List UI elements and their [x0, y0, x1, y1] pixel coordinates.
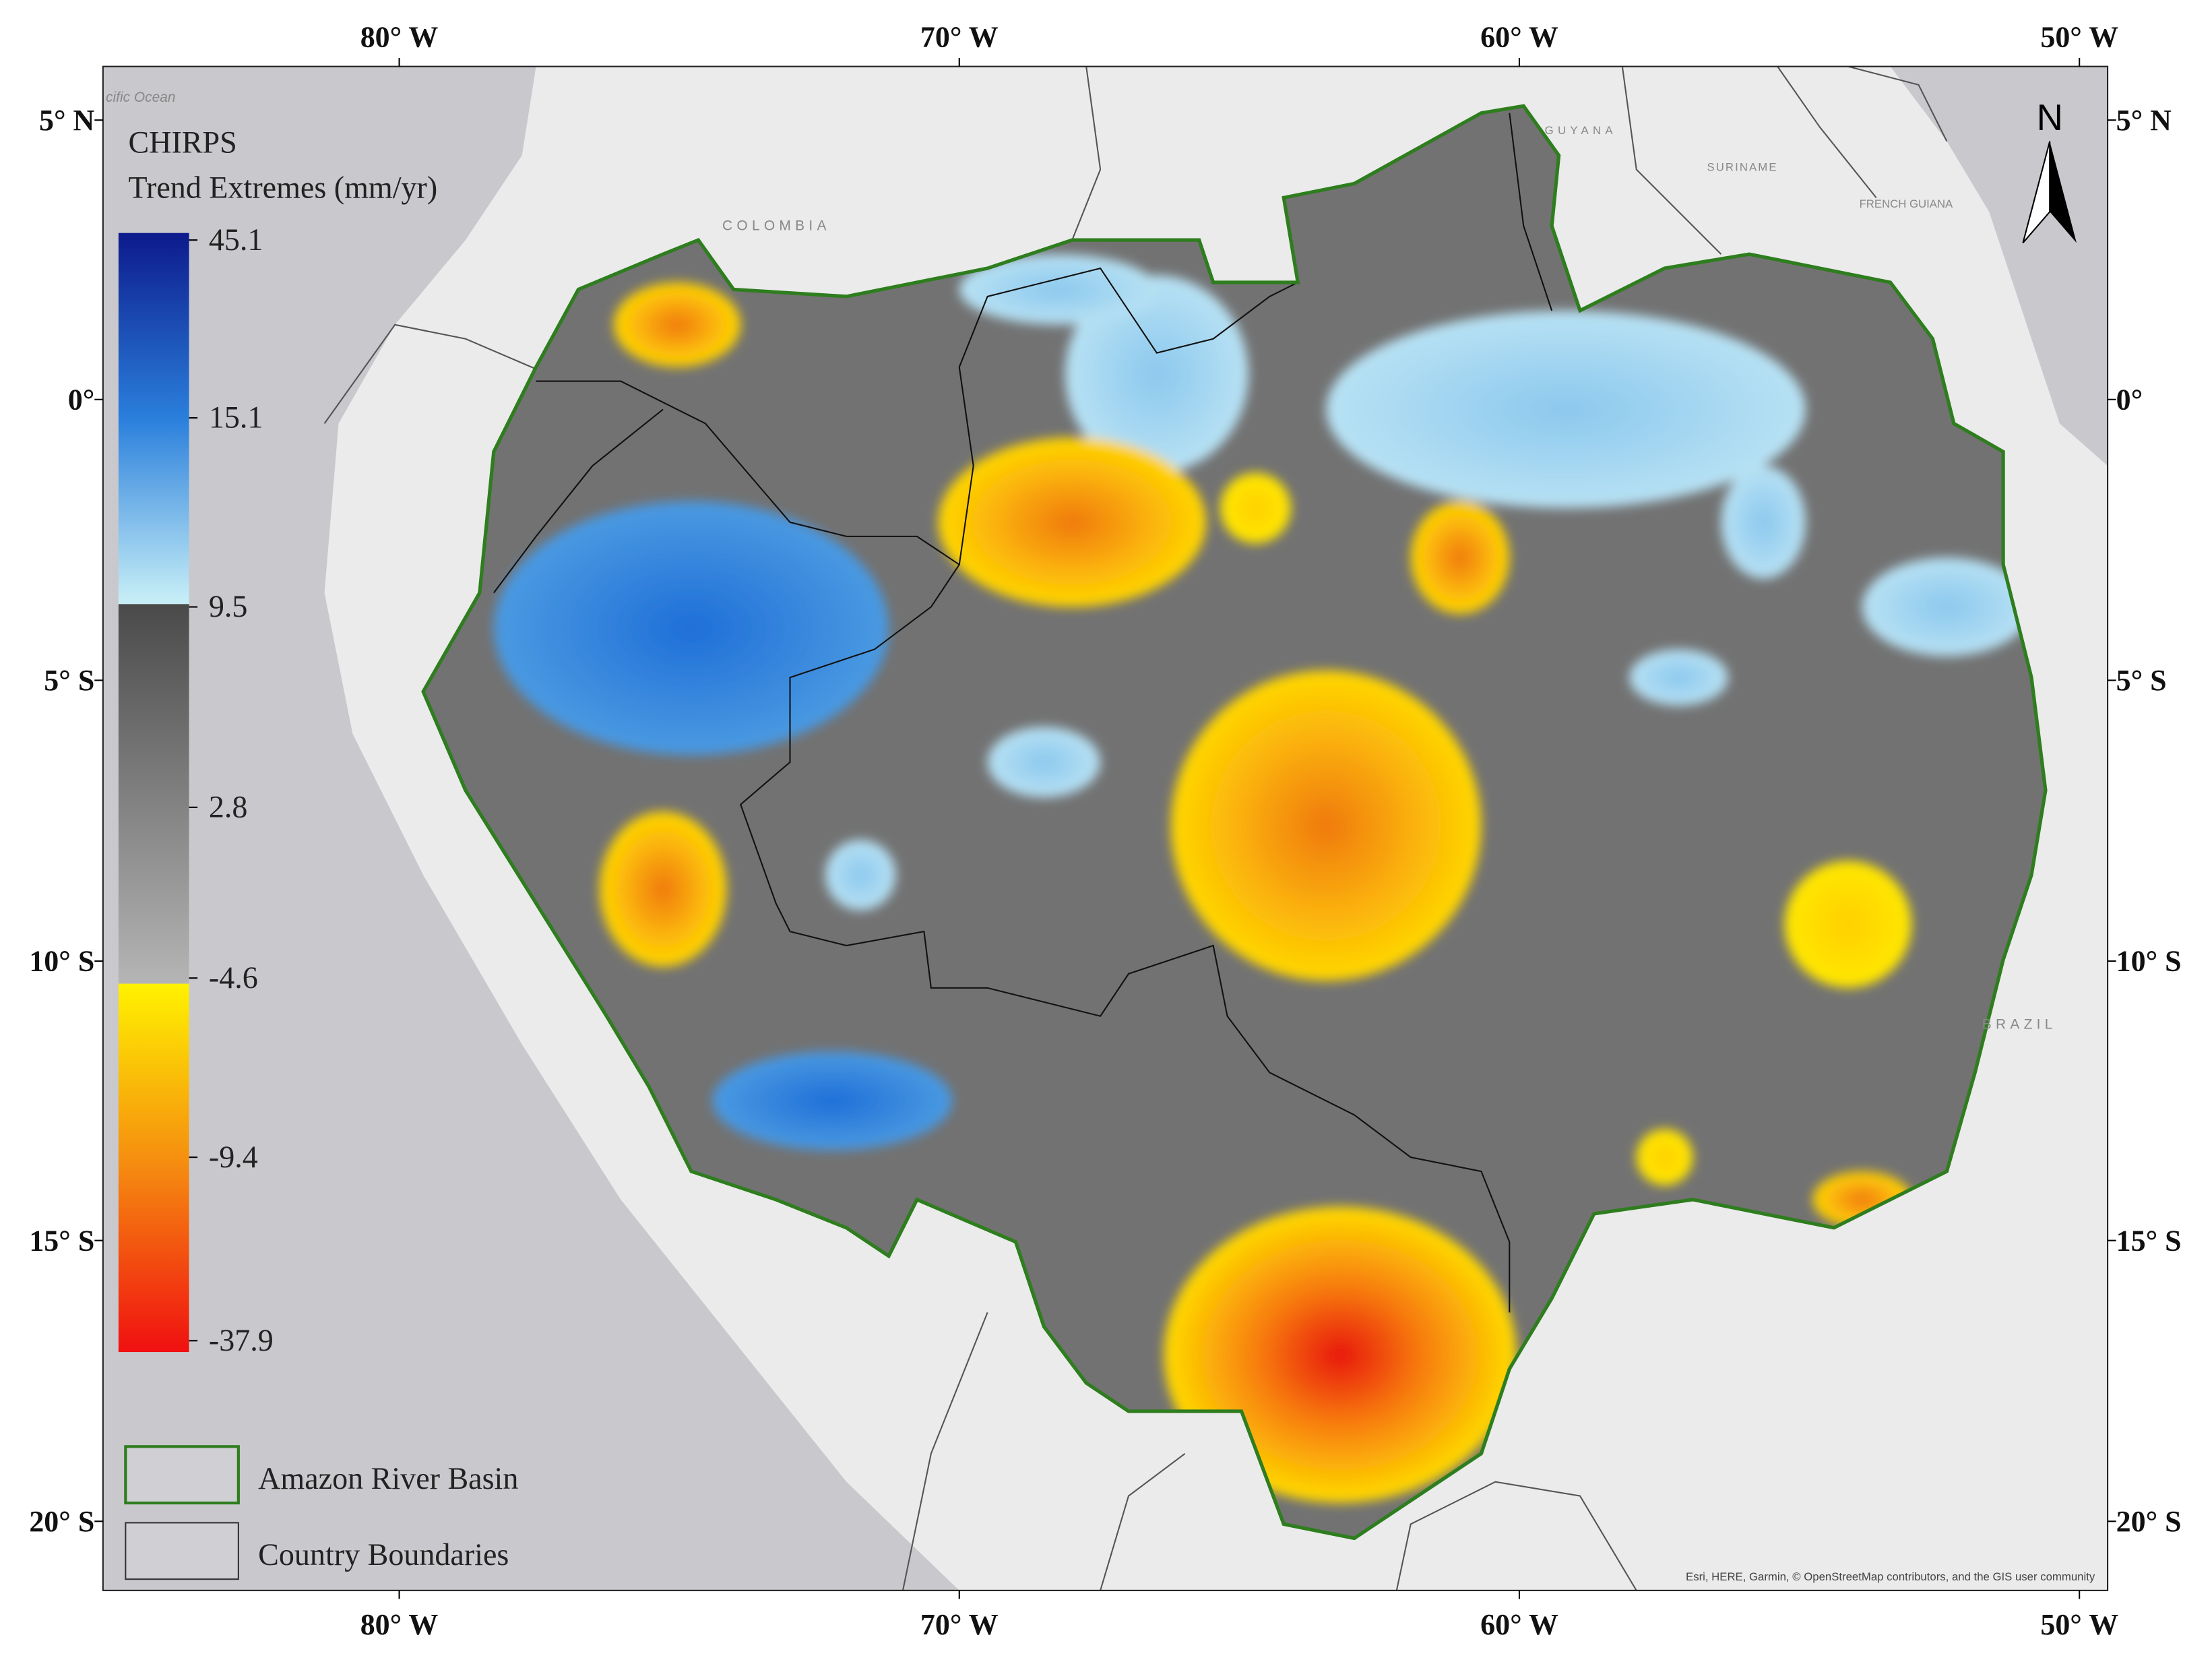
latitude-label: 5° S — [2116, 664, 2167, 697]
legend-swatch — [124, 1445, 240, 1505]
place-label: SURINAME — [1707, 161, 1777, 174]
colorbar-label: 9.5 — [209, 589, 248, 623]
place-label: FRENCH GUIANA — [1860, 197, 1953, 210]
longitude-label: 70° W — [920, 20, 999, 53]
latitude-label: 5° N — [39, 104, 95, 137]
latitude-label: 0° — [68, 383, 95, 416]
latitude-label: 0° — [2116, 383, 2143, 416]
legend-subtitle: Trend Extremes (mm/yr) — [129, 170, 438, 204]
colorbar-label: -37.9 — [209, 1323, 274, 1357]
colorbar-label: 15.1 — [209, 400, 263, 435]
colorbar-label: -4.6 — [209, 960, 258, 995]
north-label: N — [2037, 97, 2063, 138]
longitude-label: 80° W — [360, 20, 439, 53]
colorbar-label: -9.4 — [209, 1140, 258, 1174]
colorbar-label: 45.1 — [209, 222, 263, 257]
attribution: Esri, HERE, Garmin, © OpenStreetMap cont… — [1686, 1570, 2095, 1583]
colorbar-label: 2.8 — [209, 790, 248, 824]
latitude-label: 5° N — [2116, 104, 2172, 137]
latitude-label: 5° S — [44, 664, 94, 697]
place-label: BRAZIL — [1982, 1017, 2057, 1033]
place-label: GUYANA — [1545, 124, 1617, 137]
pacific-ocean — [102, 66, 959, 1591]
legend: CHIRPS Trend Extremes (mm/yr) 45.1 15.1 9.… — [118, 125, 518, 1580]
north-arrow: N — [2022, 97, 2077, 244]
longitude-label: 50° W — [2040, 1608, 2118, 1641]
latitude-label: 10° S — [2116, 945, 2182, 978]
longitude-label: 60° W — [1480, 20, 1558, 53]
longitude-label: 70° W — [920, 1608, 999, 1641]
place-label: cific Ocean — [106, 90, 176, 105]
basin-outline — [421, 104, 2048, 1541]
map-frame — [102, 65, 2109, 1591]
longitude-label: 60° W — [1480, 1608, 1558, 1641]
colorbar-segment — [118, 604, 189, 984]
trend-raster — [493, 254, 2031, 1504]
legend-entry: Amazon River Basin — [258, 1461, 518, 1496]
longitude-label: 80° W — [360, 1608, 439, 1641]
legend-entry: Country Boundaries — [258, 1537, 509, 1572]
country-lines — [323, 66, 1948, 1591]
place-label: COLOMBIA — [722, 218, 831, 234]
country-boundaries — [493, 113, 1553, 1313]
latitude-label: 10° S — [29, 945, 94, 978]
latitude-label: 15° S — [29, 1224, 94, 1257]
latitude-label: 20° S — [2116, 1505, 2182, 1538]
longitude-label: 50° W — [2040, 20, 2118, 53]
legend-title: CHIRPS — [129, 125, 237, 159]
colorbar-segment — [118, 233, 189, 605]
colorbar-segment — [118, 983, 189, 1353]
latitude-label: 15° S — [2116, 1224, 2182, 1257]
legend-swatch — [125, 1522, 239, 1580]
latitude-label: 20° S — [29, 1505, 94, 1538]
